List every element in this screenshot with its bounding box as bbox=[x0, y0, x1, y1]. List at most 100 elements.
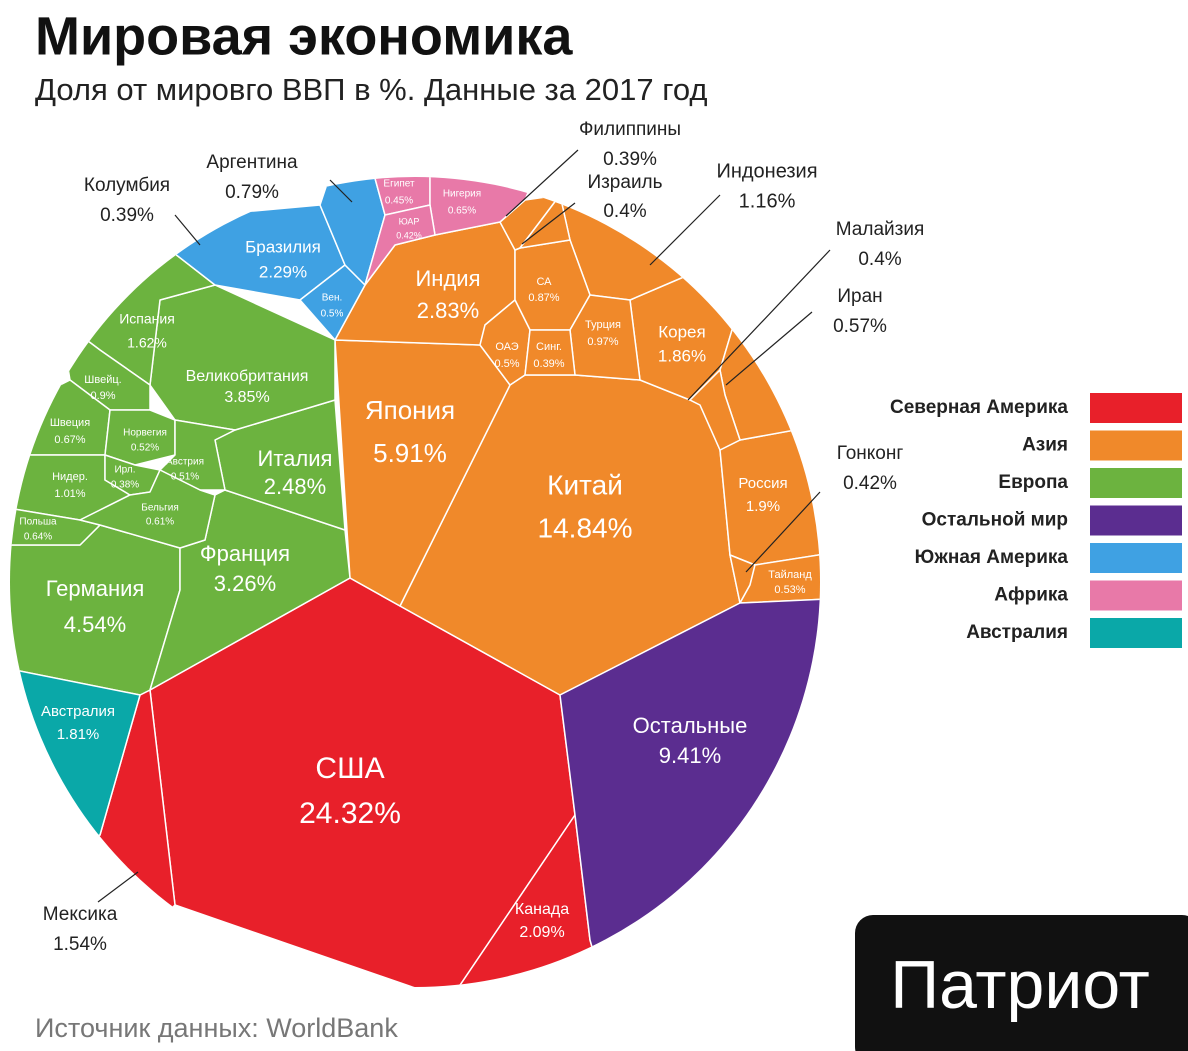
legend-label: Азия bbox=[1022, 435, 1068, 456]
cell-label: Франция bbox=[200, 541, 290, 566]
legend-label: Остальной мир bbox=[922, 510, 1068, 531]
value-label: 4.54% bbox=[64, 612, 126, 637]
cell-label: Нигерия bbox=[443, 189, 481, 200]
value-label: 3.85% bbox=[224, 389, 269, 406]
legend-swatch bbox=[1090, 618, 1182, 648]
leader-line bbox=[329, 179, 353, 203]
value-label: 0.39% bbox=[603, 149, 657, 170]
legend-label: Европа bbox=[998, 472, 1068, 493]
cell-label: ЮАР bbox=[399, 216, 420, 226]
value-label: 1.16% bbox=[739, 190, 796, 212]
legend-swatch bbox=[1090, 580, 1182, 611]
legend-swatch bbox=[1090, 505, 1182, 536]
value-label: 1.62% bbox=[127, 335, 167, 351]
leader-line bbox=[97, 871, 139, 903]
legend-swatch bbox=[1090, 543, 1182, 573]
cell-label: Тайланд bbox=[768, 569, 812, 581]
value-label: 0.5% bbox=[494, 358, 519, 370]
cell-label: США bbox=[315, 752, 384, 785]
cell-label: ОАЭ bbox=[495, 341, 518, 353]
value-label: 2.83% bbox=[417, 298, 479, 323]
cell-label: Мексика bbox=[43, 904, 118, 925]
cell bbox=[364, 204, 436, 286]
value-label: 1.01% bbox=[54, 488, 85, 500]
value-label: 0.5% bbox=[321, 309, 344, 320]
chart-title: Мировая экономика bbox=[35, 6, 573, 66]
value-label: 14.84% bbox=[538, 512, 633, 543]
value-label: 0.67% bbox=[54, 434, 85, 446]
leader-line bbox=[687, 249, 831, 401]
value-label: 9.41% bbox=[659, 743, 721, 768]
value-label: 0.9% bbox=[90, 390, 115, 402]
cell-label: Колумбия bbox=[84, 175, 170, 196]
cell-label: Польша bbox=[19, 517, 57, 528]
cell-label: Япония bbox=[365, 395, 455, 425]
cell-label: Китай bbox=[547, 469, 623, 500]
value-label: 0.79% bbox=[225, 182, 279, 203]
value-label: 0.64% bbox=[24, 532, 52, 543]
value-label: 0.51% bbox=[171, 472, 199, 483]
cell bbox=[689, 369, 741, 451]
cell-label: Египет bbox=[383, 179, 415, 190]
value-label: 0.39% bbox=[100, 205, 154, 226]
value-label: 2.09% bbox=[519, 924, 564, 941]
value-label: 0.45% bbox=[385, 196, 413, 207]
cell-label: Австрия bbox=[166, 457, 204, 468]
cell-label: Швейц. bbox=[84, 374, 121, 386]
cell-label: Швеция bbox=[50, 417, 90, 429]
cell-label: Ирл. bbox=[114, 465, 135, 476]
cell-label: Италия bbox=[258, 446, 333, 471]
value-label: 0.61% bbox=[146, 517, 174, 528]
brand-badge bbox=[855, 915, 1188, 1051]
chart-subtitle: Доля от мировго ВВП в %. Данные за 2017 … bbox=[35, 72, 707, 107]
value-label: 1.54% bbox=[53, 934, 107, 955]
cell-label: Бельгия bbox=[141, 503, 179, 514]
leader-line bbox=[745, 491, 821, 573]
legend-label: Северная Америка bbox=[890, 397, 1068, 418]
value-label: 0.39% bbox=[533, 358, 564, 370]
value-label: 0.42% bbox=[843, 473, 897, 494]
leader-line bbox=[505, 149, 579, 217]
cell bbox=[719, 419, 820, 566]
value-label: 2.48% bbox=[264, 474, 326, 499]
cell-label: СА bbox=[536, 276, 552, 288]
value-label: 0.42% bbox=[396, 230, 422, 240]
cell-label: Индия bbox=[415, 266, 480, 291]
cell-label: Нидер. bbox=[52, 471, 88, 483]
cell-label: Вен. bbox=[322, 293, 343, 304]
cell-label: Филиппины bbox=[579, 119, 681, 140]
cell bbox=[719, 279, 820, 441]
cell-label: Канада bbox=[515, 901, 569, 918]
cell-label: Россия bbox=[738, 475, 787, 492]
cell-label: Израиль bbox=[587, 172, 662, 193]
value-label: 1.81% bbox=[57, 726, 100, 743]
value-label: 0.57% bbox=[833, 316, 887, 337]
cell-label: Аргентина bbox=[206, 152, 298, 173]
cell bbox=[10, 524, 181, 696]
cell bbox=[79, 469, 216, 549]
value-label: 3.26% bbox=[214, 571, 276, 596]
legend-label: Австралия bbox=[966, 622, 1068, 643]
legend-swatch bbox=[1090, 430, 1182, 461]
value-label: 0.52% bbox=[131, 443, 159, 454]
cell-label: Турция bbox=[585, 319, 621, 331]
leader-line bbox=[521, 202, 576, 245]
leader-line bbox=[649, 194, 721, 266]
legend-swatch bbox=[1090, 468, 1182, 498]
legend-label: Африка bbox=[994, 585, 1068, 606]
cell-label: Норвегия bbox=[123, 428, 167, 439]
value-label: 24.32% bbox=[299, 797, 401, 830]
leader-line bbox=[725, 311, 813, 386]
value-label: 0.4% bbox=[858, 249, 901, 270]
cell-label: Германия bbox=[46, 576, 145, 601]
cell-label: Синг. bbox=[536, 341, 562, 353]
value-label: 1.86% bbox=[658, 346, 706, 365]
cell-label: Иран bbox=[837, 286, 882, 307]
value-label: 0.38% bbox=[111, 480, 139, 491]
value-label: 0.65% bbox=[448, 206, 476, 217]
value-label: 1.9% bbox=[746, 498, 780, 515]
cell-label: Индонезия bbox=[716, 160, 817, 182]
value-label: 0.97% bbox=[587, 336, 618, 348]
